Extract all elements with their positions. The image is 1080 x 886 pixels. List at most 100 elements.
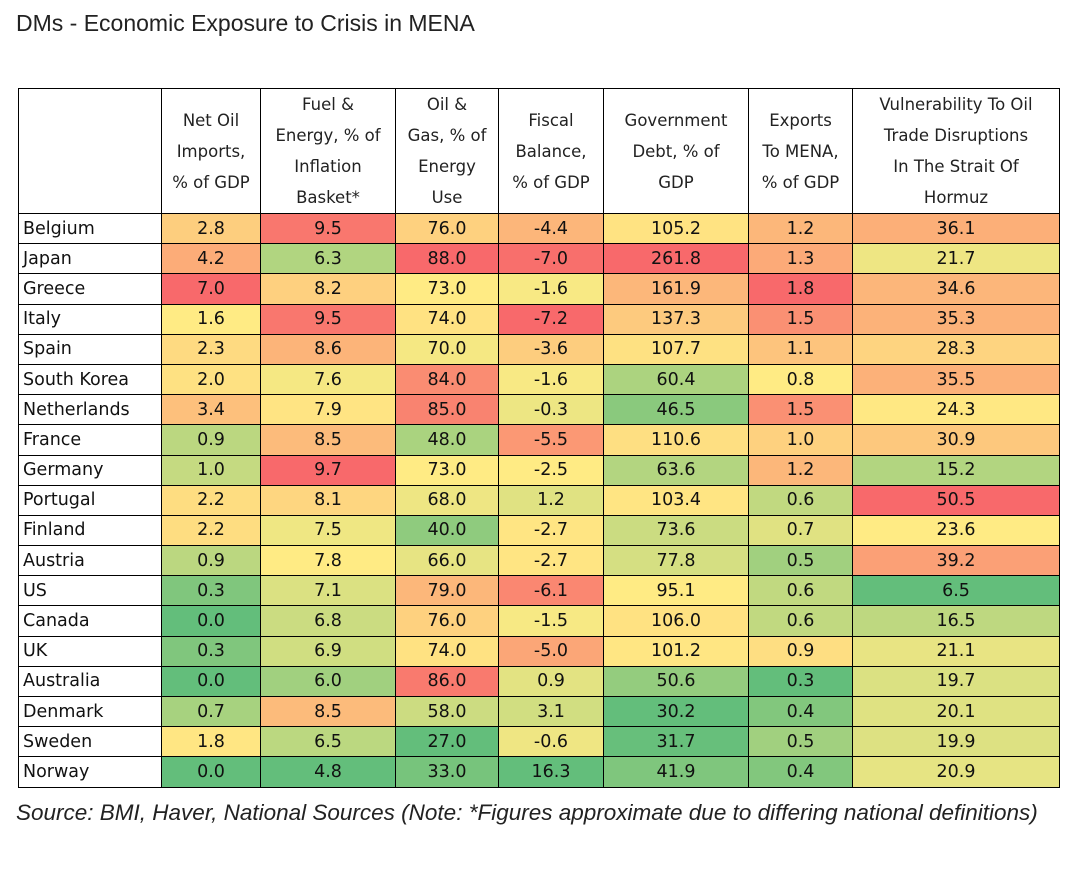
- country-cell: Sweden: [18, 726, 162, 758]
- value-cell: 66.0: [395, 545, 499, 577]
- value-cell: 6.3: [260, 243, 396, 275]
- value-cell: -5.5: [498, 424, 604, 456]
- value-cell: 0.3: [161, 635, 261, 667]
- country-cell: Canada: [18, 605, 162, 637]
- value-cell: 105.2: [603, 212, 749, 245]
- value-cell: 76.0: [395, 605, 499, 637]
- country-cell: Norway: [18, 756, 162, 788]
- value-cell: -0.3: [498, 394, 604, 426]
- country-cell: France: [18, 424, 162, 456]
- country-cell: Italy: [18, 303, 162, 335]
- column-header-line: Fiscal: [528, 110, 574, 130]
- value-cell: 0.0: [161, 605, 261, 637]
- value-cell: 60.4: [603, 363, 749, 396]
- value-cell: 34.6: [852, 273, 1060, 305]
- value-cell: -4.4: [498, 212, 604, 245]
- value-cell: 48.0: [395, 424, 499, 456]
- table-row: US 0.3 7.1 79.0 -6.1 95.1 0.6 6.5: [18, 575, 1060, 607]
- column-header: Oil & Gas, % of Energy Use: [395, 88, 499, 214]
- value-cell: 7.8: [260, 545, 396, 577]
- column-header-line: Exports: [769, 110, 832, 130]
- value-cell: 1.5: [748, 394, 853, 426]
- value-cell: 40.0: [395, 514, 499, 547]
- value-cell: 15.2: [852, 454, 1060, 486]
- value-cell: 0.4: [748, 695, 853, 728]
- value-cell: 0.4: [748, 756, 853, 788]
- column-header-line: Debt, % of: [632, 141, 720, 161]
- value-cell: 86.0: [395, 665, 499, 698]
- value-cell: 73.0: [395, 273, 499, 305]
- column-header-line: Government: [624, 110, 728, 130]
- country-cell: Australia: [18, 665, 162, 698]
- value-cell: 19.7: [852, 665, 1060, 698]
- value-cell: 84.0: [395, 363, 499, 396]
- value-cell: 50.6: [603, 665, 749, 698]
- value-cell: 101.2: [603, 635, 749, 667]
- value-cell: 19.9: [852, 726, 1060, 758]
- column-header-line: Basket*: [296, 188, 360, 207]
- country-cell: Germany: [18, 454, 162, 486]
- value-cell: 0.3: [161, 575, 261, 607]
- country-cell: Belgium: [18, 212, 162, 245]
- value-cell: 74.0: [395, 303, 499, 335]
- value-cell: 7.5: [260, 514, 396, 547]
- value-cell: 2.3: [161, 333, 261, 365]
- value-cell: 0.7: [161, 695, 261, 728]
- value-cell: -6.1: [498, 575, 604, 607]
- country-cell: Spain: [18, 333, 162, 365]
- column-header-line: Hormuz: [923, 188, 989, 207]
- value-cell: 1.1: [748, 333, 853, 365]
- value-cell: 21.1: [852, 635, 1060, 667]
- value-cell: 9.7: [260, 454, 396, 486]
- value-cell: 21.7: [852, 243, 1060, 275]
- value-cell: -7.0: [498, 243, 604, 275]
- value-cell: -7.2: [498, 303, 604, 335]
- column-header-line: Oil &: [426, 95, 468, 114]
- value-cell: 9.5: [260, 303, 396, 335]
- value-cell: 1.2: [748, 212, 853, 245]
- table-row: Germany 1.0 9.7 73.0 -2.5 63.6 1.2 15.2: [18, 454, 1060, 486]
- value-cell: 7.0: [161, 273, 261, 305]
- value-cell: 7.6: [260, 363, 396, 396]
- table-row: UK 0.3 6.9 74.0 -5.0 101.2 0.9 21.1: [18, 635, 1060, 667]
- value-cell: 63.6: [603, 454, 749, 486]
- value-cell: 1.8: [161, 726, 261, 758]
- column-header: Government Debt, % of GDP: [603, 88, 749, 214]
- table-row: Canada 0.0 6.8 76.0 -1.5 106.0 0.6 16.5: [18, 605, 1060, 637]
- country-cell: South Korea: [18, 363, 162, 396]
- column-header-line: To MENA,: [762, 141, 839, 161]
- value-cell: -1.6: [498, 273, 604, 305]
- heatmap-table: Net Oil Imports, % of GDP Fuel & Energy, % o…: [18, 88, 1060, 788]
- value-cell: 1.6: [161, 303, 261, 335]
- value-cell: 73.0: [395, 454, 499, 486]
- value-cell: 36.1: [852, 212, 1060, 245]
- column-header-line: Vulnerability To Oil: [879, 95, 1033, 114]
- value-cell: 24.3: [852, 394, 1060, 426]
- value-cell: 2.0: [161, 363, 261, 396]
- column-header-line: % of GDP: [512, 172, 590, 192]
- value-cell: 0.0: [161, 756, 261, 788]
- chart-title: DMs - Economic Exposure to Crisis in MEN…: [16, 10, 475, 36]
- table-row: Belgium 2.8 9.5 76.0 -4.4 105.2 1.2 36.1: [18, 212, 1060, 245]
- value-cell: 6.5: [260, 726, 396, 758]
- value-cell: 6.0: [260, 665, 396, 698]
- table-row: Denmark 0.7 8.5 58.0 3.1 30.2 0.4 20.1: [18, 695, 1060, 728]
- value-cell: 8.2: [260, 273, 396, 305]
- table-row: Finland 2.2 7.5 40.0 -2.7 73.6 0.7 23.6: [18, 514, 1060, 547]
- value-cell: 76.0: [395, 212, 499, 245]
- value-cell: 8.1: [260, 484, 396, 516]
- column-header-line: Energy, % of: [275, 126, 381, 145]
- value-cell: 73.6: [603, 514, 749, 547]
- column-header-line: Fuel &: [302, 95, 354, 114]
- value-cell: 58.0: [395, 695, 499, 728]
- table-row: Austria 0.9 7.8 66.0 -2.7 77.8 0.5 39.2: [18, 545, 1060, 577]
- column-header: Vulnerability To Oil Trade Disruptions In …: [852, 88, 1060, 214]
- column-header-line: Balance,: [515, 141, 587, 161]
- value-cell: 30.2: [603, 695, 749, 728]
- value-cell: 30.9: [852, 424, 1060, 456]
- source-note: Source: BMI, Haver, National Sources (No…: [16, 800, 1038, 825]
- value-cell: 7.1: [260, 575, 396, 607]
- value-cell: -1.6: [498, 363, 604, 396]
- value-cell: 9.5: [260, 212, 396, 245]
- table-row: Portugal 2.2 8.1 68.0 1.2 103.4 0.6 50.5: [18, 484, 1060, 516]
